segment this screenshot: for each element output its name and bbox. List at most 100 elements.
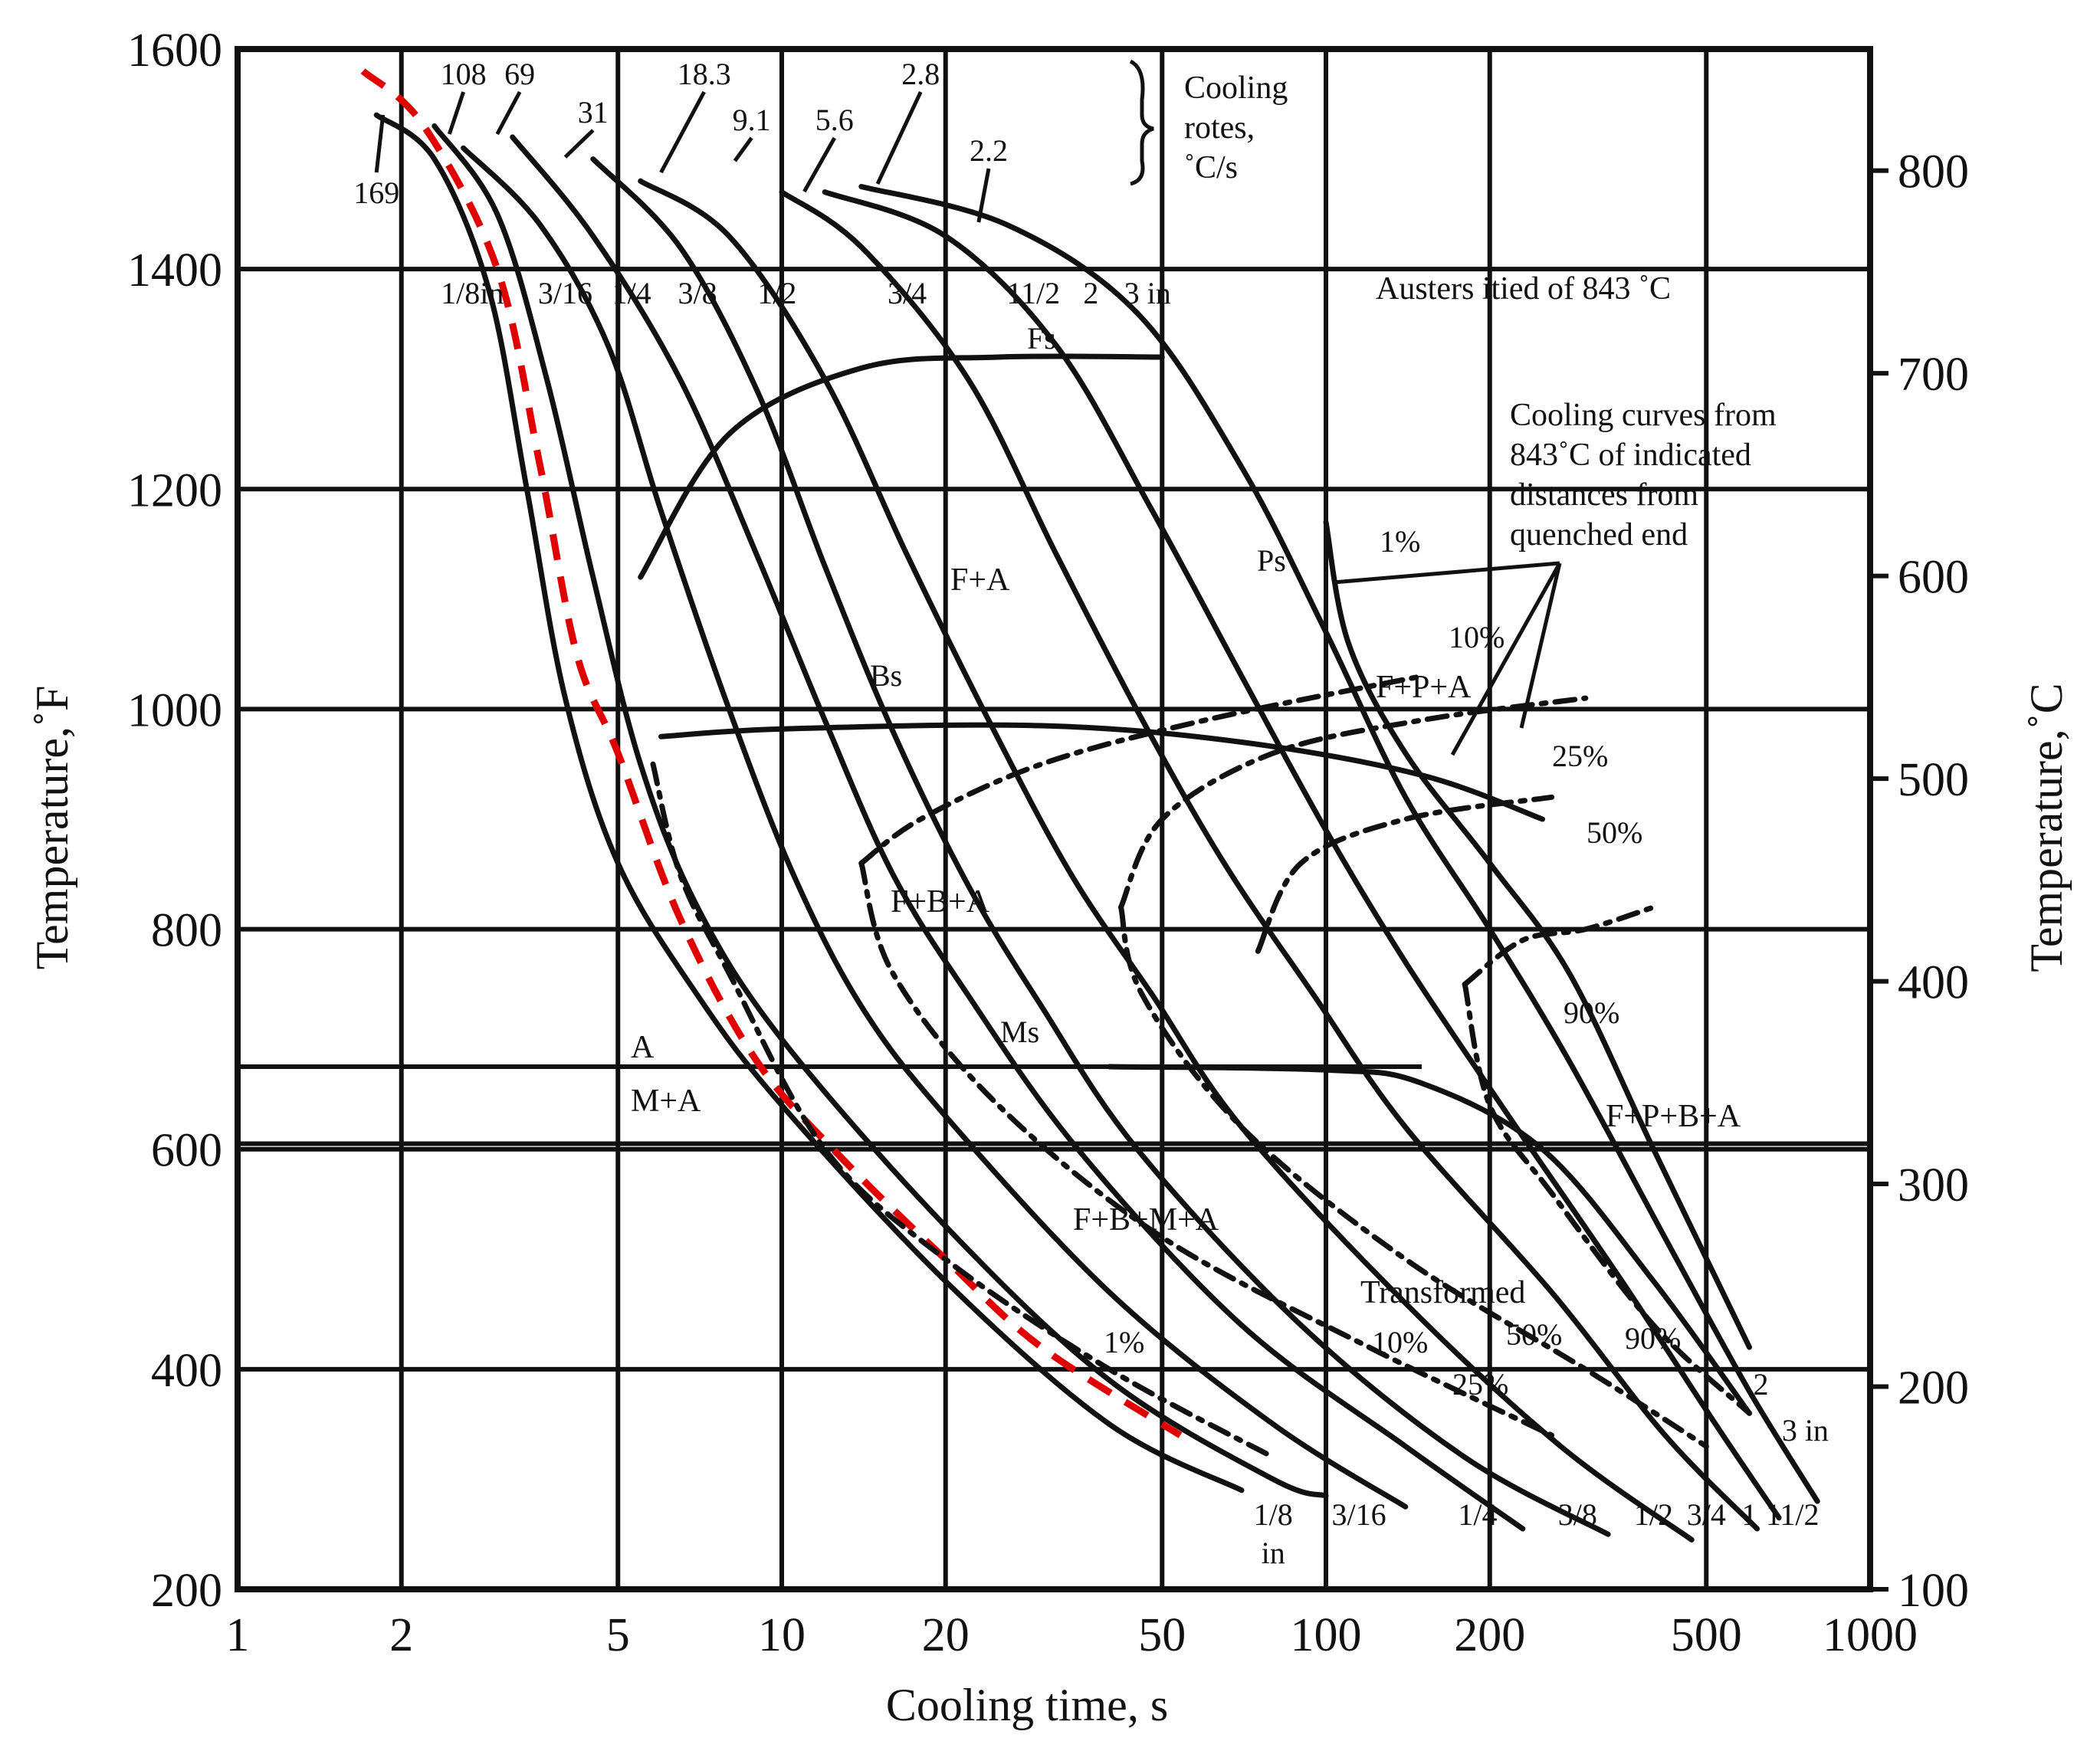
rate-leader-6 xyxy=(802,136,836,193)
cooling-curve-8 xyxy=(858,184,1820,1504)
bottom-right-label-0: 2 xyxy=(1754,1367,1769,1402)
cooling-rates-title-2: rotes, xyxy=(1184,110,1255,146)
rate-leader-0 xyxy=(374,114,386,173)
austenitized-label: Austers itied of 843 ˚C xyxy=(1376,271,1671,307)
y-tick-200: 200 xyxy=(151,1565,222,1617)
note-leader xyxy=(1333,561,1562,756)
rate-label-7: 2.8 xyxy=(901,57,940,91)
top-curve-labels: 1/8in 3/16 1/4 3/8 1/2 3/4 11/2 2 3 in xyxy=(441,276,1171,310)
bottom-label-8: 11/2 xyxy=(1766,1497,1820,1532)
rate-leader-1 xyxy=(447,91,466,135)
bottom-right-label-1: 3 in xyxy=(1782,1413,1829,1448)
ferrite-start-curve xyxy=(638,353,1165,580)
rate-label-1: 108 xyxy=(441,57,487,91)
pct-upper-90: 90% xyxy=(1564,995,1619,1030)
x-tick-200: 200 xyxy=(1454,1609,1525,1661)
transform-upper-50pct xyxy=(1255,794,1555,954)
martensite-curve xyxy=(1107,1064,1752,1416)
bottom-label-0: 1/8 xyxy=(1254,1497,1293,1532)
cooling-curve-2 xyxy=(461,145,1409,1510)
tick-labels: 1 2 5 10 20 50 100 200 500 1000200400600800100012… xyxy=(127,25,1969,1661)
y-tick-400: 400 xyxy=(151,1345,222,1397)
y-right-tick-500: 500 xyxy=(1898,754,1969,806)
cooling-note-1: Cooling curves from xyxy=(1510,398,1777,433)
rate-leader-7 xyxy=(875,90,923,185)
top-label-4: 1/2 xyxy=(757,276,796,310)
top-label-3: 3/8 xyxy=(678,276,717,310)
marker-fs: Fs xyxy=(1027,321,1056,356)
pct-upper-50: 50% xyxy=(1587,815,1642,850)
cooling-rate-labels: 169 108 69 31 18.39.1 5.6 2.8 2.2 xyxy=(353,57,1008,223)
phase-f-a: F+A xyxy=(950,562,1010,598)
bottom-label-3: 1/4 xyxy=(1458,1497,1497,1532)
phase-f-b-a: F+B+A xyxy=(891,884,990,920)
rate-label-6: 5.6 xyxy=(815,103,854,137)
cooling-curve-7 xyxy=(822,189,1782,1521)
curve-layer xyxy=(360,68,1820,1543)
bottom-label-1: in xyxy=(1262,1536,1285,1570)
phase-f-p-b-a: F+P+B+A xyxy=(1606,1099,1741,1134)
top-label-0: 1/8in xyxy=(441,276,504,310)
rate-label-2: 69 xyxy=(504,57,535,91)
cooling-rates-title-1: Cooling xyxy=(1184,70,1288,106)
x-tick-20: 20 xyxy=(922,1609,970,1661)
y-axis-title: Temperature,˚F xyxy=(27,686,77,970)
y-tick-600: 600 xyxy=(151,1125,222,1177)
y-right-tick-200: 200 xyxy=(1898,1362,1969,1415)
transform-90pct xyxy=(1462,981,1752,1416)
x-axis-title: Cooling time, s xyxy=(886,1680,1168,1730)
transform-10pct xyxy=(858,860,1555,1438)
marker-bs: Bs xyxy=(870,658,902,693)
top-label-6: 11/2 xyxy=(1006,276,1060,310)
phase-f-p-a: F+P+A xyxy=(1376,670,1472,705)
rate-leader-5 xyxy=(733,136,753,162)
top-label-2: 1/4 xyxy=(612,276,651,310)
pct-lower-10: 10% xyxy=(1372,1325,1428,1359)
top-label-7: 2 xyxy=(1083,276,1098,310)
rate-label-8: 2.2 xyxy=(970,133,1008,168)
y-tick-1400: 1400 xyxy=(127,244,222,297)
transformed-label: Transformed xyxy=(1360,1275,1525,1310)
x-tick-2: 2 xyxy=(389,1609,413,1661)
pct-lower-1: 1% xyxy=(1104,1325,1144,1359)
rate-leader-2 xyxy=(495,90,522,136)
rate-label-4: 18.3 xyxy=(678,57,731,91)
pct-upper-25: 25% xyxy=(1552,739,1608,773)
transform-upper-10pct xyxy=(858,673,1425,866)
cooling-curve-3 xyxy=(510,134,1526,1532)
marker-ms: Ms xyxy=(1000,1015,1039,1049)
cooling-curve-4 xyxy=(590,156,1611,1537)
cooling-note-4: quenched end xyxy=(1510,517,1688,552)
y-right-tick-300: 300 xyxy=(1898,1159,1969,1212)
x-tick-5: 5 xyxy=(606,1609,630,1661)
marker-ps: Ps xyxy=(1257,543,1286,578)
rate-label-5: 9.1 xyxy=(733,103,771,137)
pct-lower-90: 90% xyxy=(1625,1321,1681,1356)
pct-upper-1: 1% xyxy=(1380,524,1420,559)
phase-m-a: M+A xyxy=(631,1084,701,1119)
pct-lower-50: 50% xyxy=(1506,1317,1562,1352)
transform-50pct xyxy=(1118,904,1709,1449)
top-label-8: 3 in xyxy=(1124,276,1171,310)
phase-f-b-m-a: F+B+M+A xyxy=(1073,1202,1219,1238)
transformation-curves xyxy=(638,353,1752,1461)
pct-lower-25: 25% xyxy=(1452,1367,1508,1402)
cooling-curve-0 xyxy=(373,112,1245,1493)
rate-label-0: 169 xyxy=(353,175,399,210)
y-right-tick-600: 600 xyxy=(1898,552,1969,604)
transform-1pct xyxy=(650,761,1276,1461)
transform-upper-25pct xyxy=(1118,695,1589,910)
y-tick-1600: 1600 xyxy=(127,25,222,77)
x-tick-500: 500 xyxy=(1671,1609,1742,1661)
rate-leader-4 xyxy=(659,90,706,174)
top-label-1: 3/16 xyxy=(538,276,592,310)
y-tick-1200: 1200 xyxy=(127,464,222,516)
cooling-note-2: 843˚C of indicated xyxy=(1510,438,1751,473)
bottom-label-6: 3/4 xyxy=(1687,1497,1726,1532)
pearlite-start-curve xyxy=(1323,519,1752,1350)
y-tick-1000: 1000 xyxy=(127,684,222,736)
rate-leader-3 xyxy=(563,129,595,159)
y-axis-title-right: Temperature,˚C xyxy=(2021,683,2072,972)
x-tick-100: 100 xyxy=(1291,1609,1362,1661)
